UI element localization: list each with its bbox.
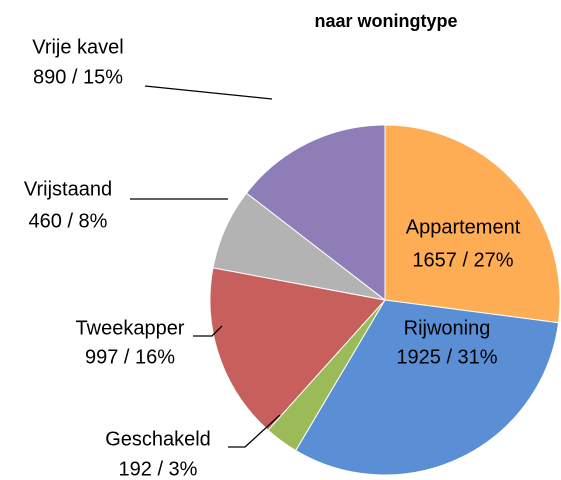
pie-slice — [245, 124, 386, 302]
leader-line — [228, 414, 281, 448]
value-label: 997 / 16% — [85, 346, 175, 368]
leader-line — [193, 325, 223, 337]
slice-label: Vrije kavel — [32, 36, 124, 58]
pie-slice — [209, 267, 386, 431]
slice-label: Vrijstaand — [24, 178, 112, 200]
chart-title: naar woningtype — [314, 11, 457, 31]
leader-line — [144, 85, 273, 100]
value-label: 890 / 15% — [33, 66, 123, 88]
slice-label: Appartement — [406, 216, 521, 238]
slice-label: Rijwoning — [404, 317, 491, 339]
slice-label: Geschakeld — [105, 428, 211, 450]
value-label: 192 / 3% — [119, 458, 198, 480]
value-label: 1925 / 31% — [396, 346, 497, 368]
pie-slice — [295, 299, 560, 476]
value-label: 460 / 8% — [29, 210, 108, 232]
pie-slice — [384, 124, 561, 324]
value-label: 1657 / 27% — [412, 249, 513, 271]
slice-label: Tweekapper — [76, 317, 185, 339]
